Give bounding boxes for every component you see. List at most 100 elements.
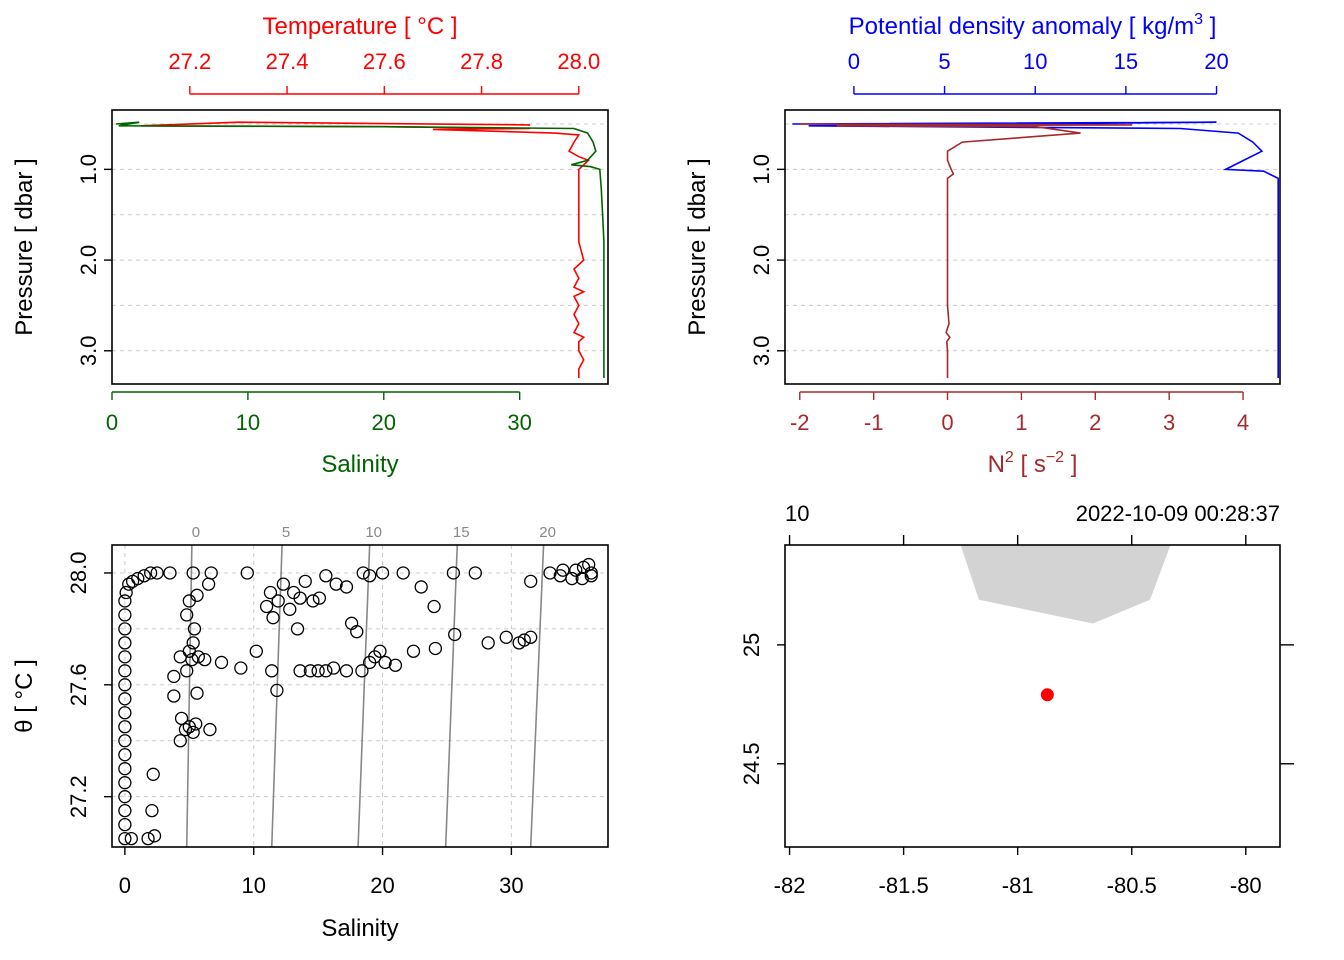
ts-point xyxy=(131,571,145,586)
x-tick-label: 30 xyxy=(499,873,523,898)
ts-point xyxy=(339,664,354,678)
ts-point xyxy=(543,566,557,580)
ts-point xyxy=(147,829,162,843)
bottom-tick-label: 3 xyxy=(1163,410,1175,435)
isopycnal-label: 5 xyxy=(282,524,290,541)
ts-point xyxy=(517,633,531,647)
plot-frame xyxy=(784,109,1281,385)
y-tick-label: 28.0 xyxy=(66,552,91,595)
x-tick-label: -80.5 xyxy=(1107,873,1157,898)
ts-point xyxy=(118,608,132,622)
ts-point xyxy=(373,644,387,658)
ts-point xyxy=(186,725,200,740)
ts-point xyxy=(499,630,513,644)
series-potential-density-anomaly xyxy=(792,121,1279,378)
ts-point xyxy=(553,569,567,583)
y-tick-label: 2.0 xyxy=(749,245,774,276)
series-n- xyxy=(799,123,1133,378)
ts-point xyxy=(118,790,132,804)
ts-point xyxy=(339,580,354,594)
bottom-axis-title: N2 [ s−2 ] xyxy=(988,449,1078,478)
plot-frame xyxy=(784,544,1281,848)
bottom-tick-label: -2 xyxy=(790,410,810,435)
y-tick-label: 2.0 xyxy=(76,245,101,276)
ts-point xyxy=(266,611,280,625)
x-tick-label: -81.5 xyxy=(879,873,929,898)
y-tick-label: 27.2 xyxy=(66,775,91,818)
map-station-number: 10 xyxy=(785,501,809,526)
x-axis-title: Salinity xyxy=(321,915,398,942)
ts-point xyxy=(186,636,200,650)
ts-point xyxy=(524,630,538,644)
ts-point xyxy=(303,664,318,678)
ts-point xyxy=(319,664,333,678)
ts-point xyxy=(118,831,132,846)
y-tick-label: 1.0 xyxy=(749,154,774,185)
bottom-tick-label: 4 xyxy=(1237,410,1249,435)
top-tick-label: 27.6 xyxy=(363,49,406,74)
ts-point xyxy=(118,803,132,818)
x-tick-label: -81 xyxy=(1002,873,1034,898)
ts-point xyxy=(173,650,187,664)
ts-point xyxy=(141,831,155,846)
ts-point xyxy=(163,566,177,580)
ts-point xyxy=(406,644,421,658)
ts-point xyxy=(388,658,403,672)
ts-point xyxy=(375,566,390,580)
ts-point xyxy=(293,664,307,678)
top-axis-title: Temperature [ °C ] xyxy=(263,13,458,40)
ts-point xyxy=(118,776,132,790)
ts-point xyxy=(356,566,370,580)
ts-point xyxy=(187,622,202,636)
x-tick-label: 10 xyxy=(241,873,265,898)
ts-point xyxy=(118,678,132,692)
ts-point xyxy=(326,661,341,675)
panel-profile-ts: 1.0 2.0 3.0 Pressure [ dbar ] 27.2 27.4 27.6 27… xyxy=(11,13,609,478)
ts-point xyxy=(146,767,160,781)
top-axis-title: Potential density anomaly [ kg/m3 ] xyxy=(849,11,1217,40)
ts-point xyxy=(150,566,164,580)
ts-point xyxy=(329,577,343,591)
ts-point xyxy=(319,569,333,583)
ts-point xyxy=(180,664,194,678)
ts-point xyxy=(290,622,305,636)
ts-point xyxy=(118,817,132,832)
panel-ts-diagram: 0 5 10 15 20 0 10 20 30 Salinity 27.2 27.6 28.0 θ [ °… xyxy=(11,524,609,942)
ts-point xyxy=(569,563,583,577)
ts-point xyxy=(137,569,151,583)
bottom-tick-label: 0 xyxy=(106,410,118,435)
top-tick-label: 27.2 xyxy=(168,49,211,74)
ts-point xyxy=(118,594,132,608)
ts-point xyxy=(311,664,325,678)
isopycnal-line xyxy=(529,544,545,848)
station-marker xyxy=(1040,688,1054,702)
ts-point xyxy=(396,566,410,580)
top-tick-label: 20 xyxy=(1204,49,1228,74)
ts-point xyxy=(249,644,263,658)
isopycnal-label: 10 xyxy=(365,524,382,541)
top-tick-label: 28.0 xyxy=(557,49,600,74)
ts-point xyxy=(259,599,274,614)
ts-point xyxy=(118,734,132,748)
ts-point xyxy=(174,711,189,726)
ts-point xyxy=(378,655,392,670)
ts-point xyxy=(271,594,285,608)
ts-point xyxy=(204,566,218,580)
ts-point xyxy=(265,664,279,678)
ts-point xyxy=(584,569,598,583)
top-tick-label: 27.4 xyxy=(266,49,309,74)
ts-point xyxy=(124,831,138,846)
ts-point xyxy=(180,608,194,622)
ts-point xyxy=(293,591,307,605)
bottom-tick-label: 1 xyxy=(1015,410,1027,435)
x-tick-label: -80 xyxy=(1230,873,1262,898)
ts-point xyxy=(270,683,284,698)
ts-point xyxy=(118,650,132,664)
top-tick-label: 27.8 xyxy=(460,49,503,74)
ts-point xyxy=(186,566,200,580)
ts-point xyxy=(312,591,327,605)
y-tick-label: 24.5 xyxy=(739,742,764,785)
ts-point xyxy=(214,655,229,670)
bottom-tick-label: 30 xyxy=(507,410,531,435)
